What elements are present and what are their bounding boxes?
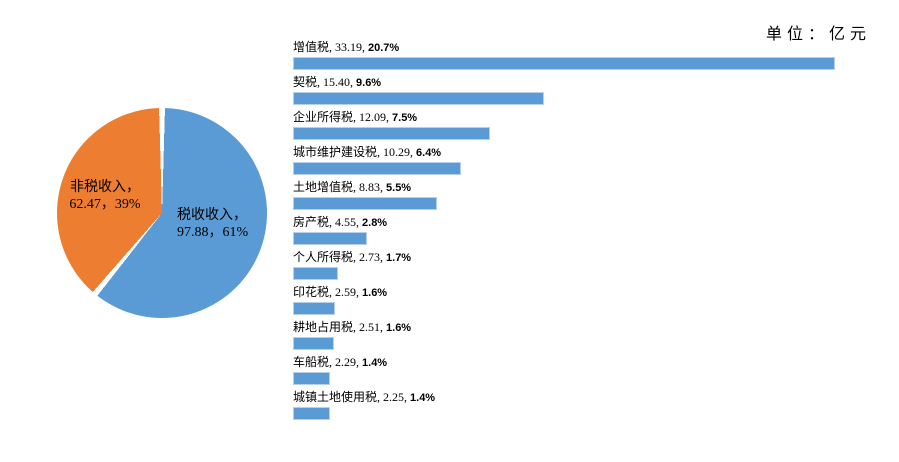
bar-label-percent: 1.6%: [362, 287, 388, 299]
bar-label: 印花税, 2.59, 1.6%: [293, 284, 835, 302]
bar-label: 城镇土地使用税, 2.25, 1.4%: [293, 389, 835, 407]
bar-chart: 增值税, 33.19, 20.7% 契税, 15.40, 9.6% 企业所得税, 1…: [293, 39, 835, 424]
bar-row: 增值税, 33.19, 20.7%: [293, 39, 835, 70]
bar-label-percent: 1.7%: [386, 252, 412, 264]
pie-label-nontax: 非税收入， 62.47，39%: [57, 179, 153, 213]
bar-label: 契税, 15.40, 9.6%: [293, 74, 835, 92]
bar-label-percent: 2.8%: [362, 217, 388, 229]
bar-label-name-value: 增值税, 33.19,: [293, 40, 369, 54]
bar-label-percent: 9.6%: [356, 77, 382, 89]
bar-label-name-value: 个人所得税, 2.73,: [293, 250, 387, 264]
bar-label-percent: 5.5%: [386, 182, 412, 194]
bar: [293, 372, 330, 385]
bar: [293, 92, 544, 105]
bar: [293, 407, 330, 420]
bar-label-name-value: 企业所得税, 12.09,: [293, 110, 393, 124]
bar: [293, 232, 367, 245]
unit-label: 单位：亿元: [766, 26, 872, 43]
pie-label-nontax-line2: 62.47，39%: [69, 197, 141, 212]
bar-label-name-value: 车船税, 2.29,: [293, 355, 363, 369]
bar-label-percent: 1.4%: [362, 357, 388, 369]
bar-label: 企业所得税, 12.09, 7.5%: [293, 109, 835, 127]
bar-label: 耕地占用税, 2.51, 1.6%: [293, 319, 835, 337]
bar-row: 企业所得税, 12.09, 7.5%: [293, 109, 835, 140]
bar: [293, 162, 461, 175]
bar-label-name-value: 印花税, 2.59,: [293, 285, 363, 299]
bar: [293, 337, 334, 350]
bar-label-name-value: 契税, 15.40,: [293, 75, 357, 89]
pie-label-nontax-line1: 非税收入，: [70, 180, 140, 195]
bar-row: 个人所得税, 2.73, 1.7%: [293, 249, 835, 280]
bar-label: 车船税, 2.29, 1.4%: [293, 354, 835, 372]
bar-row: 城镇土地使用税, 2.25, 1.4%: [293, 389, 835, 420]
bar-label-name-value: 房产税, 4.55,: [293, 215, 363, 229]
bar-row: 城市维护建设税, 10.29, 6.4%: [293, 144, 835, 175]
bar-row: 印花税, 2.59, 1.6%: [293, 284, 835, 315]
bar-label-name-value: 土地增值税, 8.83,: [293, 180, 387, 194]
pie-label-tax-line1: 税收收入，: [177, 208, 247, 223]
pie-chart: [57, 108, 267, 318]
bar-label: 个人所得税, 2.73, 1.7%: [293, 249, 835, 267]
bar: [293, 302, 335, 315]
bar-label-name-value: 城镇土地使用税, 2.25,: [293, 390, 411, 404]
bar-label-percent: 20.7%: [368, 42, 400, 54]
bar-row: 契税, 15.40, 9.6%: [293, 74, 835, 105]
bar-row: 耕地占用税, 2.51, 1.6%: [293, 319, 835, 350]
pie-label-tax-line2: 97.88，61%: [177, 225, 249, 240]
bar: [293, 267, 338, 280]
bar-label: 房产税, 4.55, 2.8%: [293, 214, 835, 232]
bar-row: 房产税, 4.55, 2.8%: [293, 214, 835, 245]
bar-row: 土地增值税, 8.83, 5.5%: [293, 179, 835, 210]
bar-label-percent: 6.4%: [416, 147, 442, 159]
bar-label-percent: 7.5%: [392, 112, 418, 124]
bar-label-percent: 1.4%: [410, 392, 436, 404]
bar-label-name-value: 城市维护建设税, 10.29,: [293, 145, 417, 159]
bar-label: 土地增值税, 8.83, 5.5%: [293, 179, 835, 197]
bar: [293, 197, 437, 210]
bar-label: 增值税, 33.19, 20.7%: [293, 39, 835, 57]
bar: [293, 57, 835, 70]
bar-label: 城市维护建设税, 10.29, 6.4%: [293, 144, 835, 162]
bar-label-name-value: 耕地占用税, 2.51,: [293, 320, 387, 334]
bar-row: 车船税, 2.29, 1.4%: [293, 354, 835, 385]
bar: [293, 127, 490, 140]
bar-label-percent: 1.6%: [386, 322, 412, 334]
pie-label-tax: 税收收入， 97.88，61%: [177, 207, 248, 241]
